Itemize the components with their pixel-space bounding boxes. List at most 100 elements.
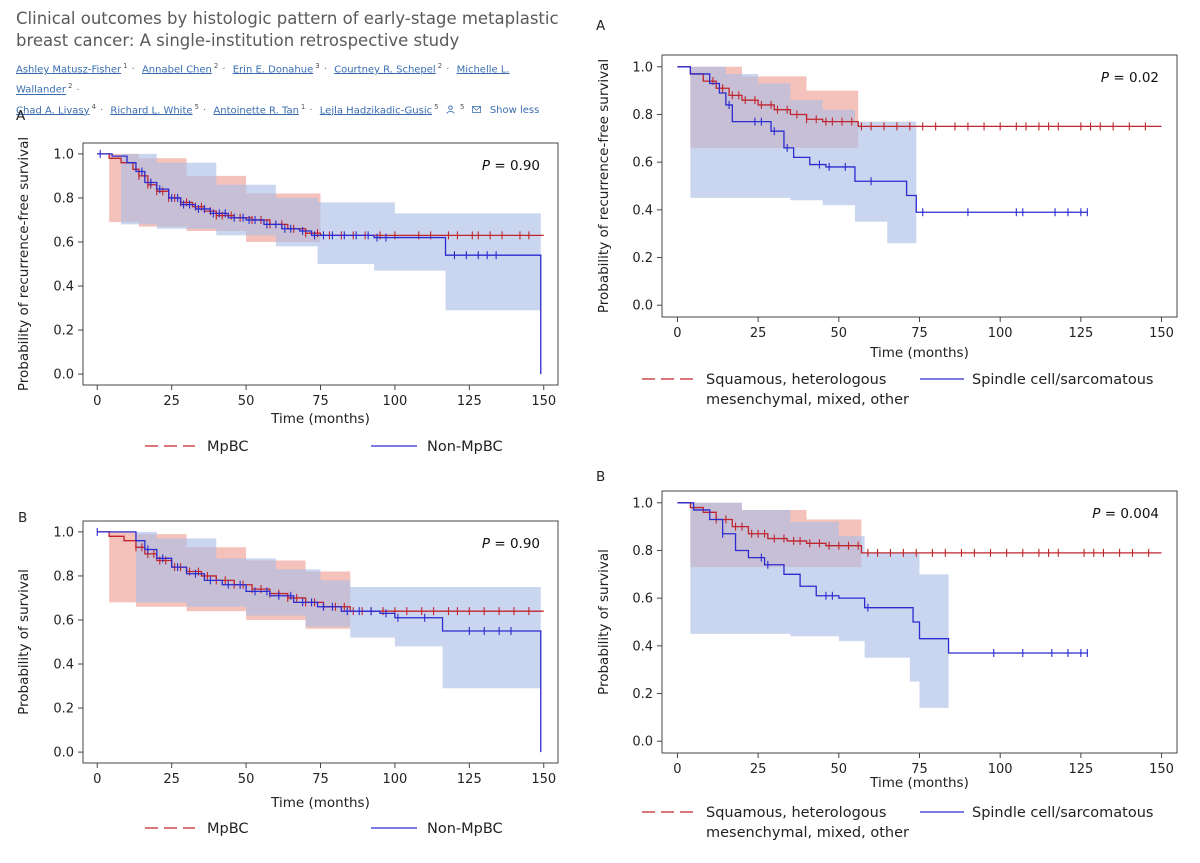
author-link[interactable]: Ashley Matusz-Fisher xyxy=(16,64,122,76)
author-link[interactable]: Annabel Chen xyxy=(141,64,212,76)
p-value-number: = 0.90 xyxy=(490,536,540,552)
survival-line xyxy=(677,66,1162,128)
x-tick-label: 75 xyxy=(911,326,928,341)
y-tick-label: 0.4 xyxy=(53,658,74,673)
article-header: Clinical outcomes by histologic pattern … xyxy=(16,8,576,119)
x-tick-label: 150 xyxy=(1149,326,1174,341)
p-value-symbol: P xyxy=(1101,70,1110,86)
y-tick-label: 0.6 xyxy=(53,613,74,628)
legend-label: Spindle cell/sarcomatous xyxy=(972,372,1153,388)
y-axis-title: Probability of recurrence-free survival xyxy=(16,137,32,391)
x-tick-label: 50 xyxy=(238,772,255,787)
chart-panel-br: B 0 25 50 75 100 125 150 0.0 0.2 0.4 0.6 0.8 1.0 Time … xyxy=(596,469,1178,841)
author-link[interactable]: Chad A. Livasy xyxy=(16,104,90,116)
x-tick-label: 0 xyxy=(93,394,101,409)
p-value-label: P = 0.004 xyxy=(1092,506,1159,522)
x-tick-label: 125 xyxy=(457,394,482,409)
separator: · xyxy=(323,64,327,76)
author-affiliation: 2 xyxy=(437,62,443,70)
survival-line xyxy=(97,531,542,753)
author-link[interactable]: Michelle L. Wallander xyxy=(16,64,510,96)
x-tick-label: 50 xyxy=(238,394,255,409)
confidence-band xyxy=(690,66,917,282)
survival-line xyxy=(677,502,1088,654)
y-tick-label: 0.4 xyxy=(53,280,74,295)
legend-label: MpBC xyxy=(207,821,249,837)
survival-line xyxy=(677,66,1088,213)
separator: · xyxy=(309,104,313,116)
y-tick-label: 0.0 xyxy=(632,735,653,750)
y-tick-label: 0.2 xyxy=(53,702,74,717)
x-tick-label: 25 xyxy=(163,772,180,787)
y-tick-label: 0.0 xyxy=(53,746,74,761)
chart-panel-bl: B 0 25 50 75 100 125 150 0.0 0.2 0.4 0.6 0.8 1.0 Time … xyxy=(16,510,559,837)
survival-line xyxy=(97,153,542,375)
y-tick-label: 0.8 xyxy=(632,544,653,559)
y-tick-label: 0.4 xyxy=(632,639,653,654)
y-tick-label: 1.0 xyxy=(53,147,74,162)
y-axis-title: Probability of recurrence-free survival xyxy=(596,59,612,313)
author-affiliation: 5 xyxy=(434,102,439,111)
legend-label-line-1: Squamous, heterologous xyxy=(706,372,886,388)
panel-label: A xyxy=(596,18,606,34)
y-tick-label: 0.8 xyxy=(53,569,74,584)
confidence-band xyxy=(690,502,949,723)
x-axis-title: Time (months) xyxy=(869,345,969,361)
author-affiliation: 1 xyxy=(300,102,306,111)
x-axis-title: Time (months) xyxy=(869,775,969,791)
paper-title-line-2: breast cancer: A single-institution retr… xyxy=(16,31,460,50)
chart-panel-tl: A 0 25 50 75 100 125 150 0.0 0.2 0.4 0.6 0.8 1.0 Time … xyxy=(16,108,559,455)
chart-panel-tr: A 0 25 50 75 100 125 150 0.0 0.2 0.4 0.6 0.8 1.0 Time … xyxy=(596,18,1178,408)
confidence-band xyxy=(97,531,541,753)
y-tick-label: 0.0 xyxy=(632,299,653,314)
x-tick-label: 25 xyxy=(750,762,767,777)
p-value-label: P = 0.02 xyxy=(1101,70,1159,86)
author-link[interactable]: Erin E. Donahue xyxy=(232,64,314,76)
separator: · xyxy=(76,84,80,96)
x-tick-label: 100 xyxy=(383,394,408,409)
author-link[interactable]: Antoinette R. Tan xyxy=(213,104,299,116)
x-tick-label: 125 xyxy=(1068,762,1093,777)
separator: · xyxy=(131,64,135,76)
panel-label: A xyxy=(16,108,26,124)
x-tick-label: 50 xyxy=(831,762,848,777)
legend-label-line-1: Squamous, heterologous xyxy=(706,805,886,821)
x-tick-label: 25 xyxy=(750,326,767,341)
separator: · xyxy=(100,104,104,116)
y-tick-label: 0.6 xyxy=(632,592,653,607)
y-tick-label: 0.6 xyxy=(632,156,653,171)
x-tick-label: 100 xyxy=(988,326,1013,341)
author-link[interactable]: Richard L. White xyxy=(110,104,193,116)
x-tick-label: 100 xyxy=(988,762,1013,777)
legend-label: MpBC xyxy=(207,439,249,455)
person-icon[interactable] xyxy=(446,105,455,114)
y-tick-label: 1.0 xyxy=(53,525,74,540)
x-tick-label: 150 xyxy=(531,394,556,409)
x-tick-label: 75 xyxy=(312,394,329,409)
author-link[interactable]: Courtney R. Schepel xyxy=(334,64,436,76)
legend-label: Non-MpBC xyxy=(427,821,503,837)
author-list: Ashley Matusz-Fisher 1 · Annabel Chen 2 · Er… xyxy=(16,58,576,119)
x-tick-label: 100 xyxy=(383,772,408,787)
p-value-label: P = 0.90 xyxy=(482,536,540,552)
y-tick-label: 1.0 xyxy=(632,496,653,511)
author-affiliation: 4 xyxy=(91,102,96,111)
y-tick-label: 0.4 xyxy=(632,203,653,218)
paper-title: Clinical outcomes by histologic pattern … xyxy=(16,8,576,52)
envelope-icon[interactable] xyxy=(471,105,481,114)
author-link[interactable]: Lejla Hadzikadic-Gusic xyxy=(319,104,433,116)
author-affiliation: 2 xyxy=(68,82,73,91)
x-tick-label: 125 xyxy=(457,772,482,787)
y-tick-label: 0.2 xyxy=(632,251,653,266)
show-less-link[interactable]: Show less xyxy=(489,104,540,116)
x-axis-title: Time (months) xyxy=(270,795,370,811)
y-axis-title: Probability of survival xyxy=(16,569,32,715)
y-tick-label: 0.2 xyxy=(53,324,74,339)
y-axis-title: Probability of survival xyxy=(596,549,612,695)
x-tick-label: 125 xyxy=(1068,326,1093,341)
separator: · xyxy=(222,64,226,76)
legend-label-line-2: mesenchymal, mixed, other xyxy=(706,825,909,841)
legend-label: Non-MpBC xyxy=(427,439,503,455)
y-tick-label: 0.8 xyxy=(53,191,74,206)
